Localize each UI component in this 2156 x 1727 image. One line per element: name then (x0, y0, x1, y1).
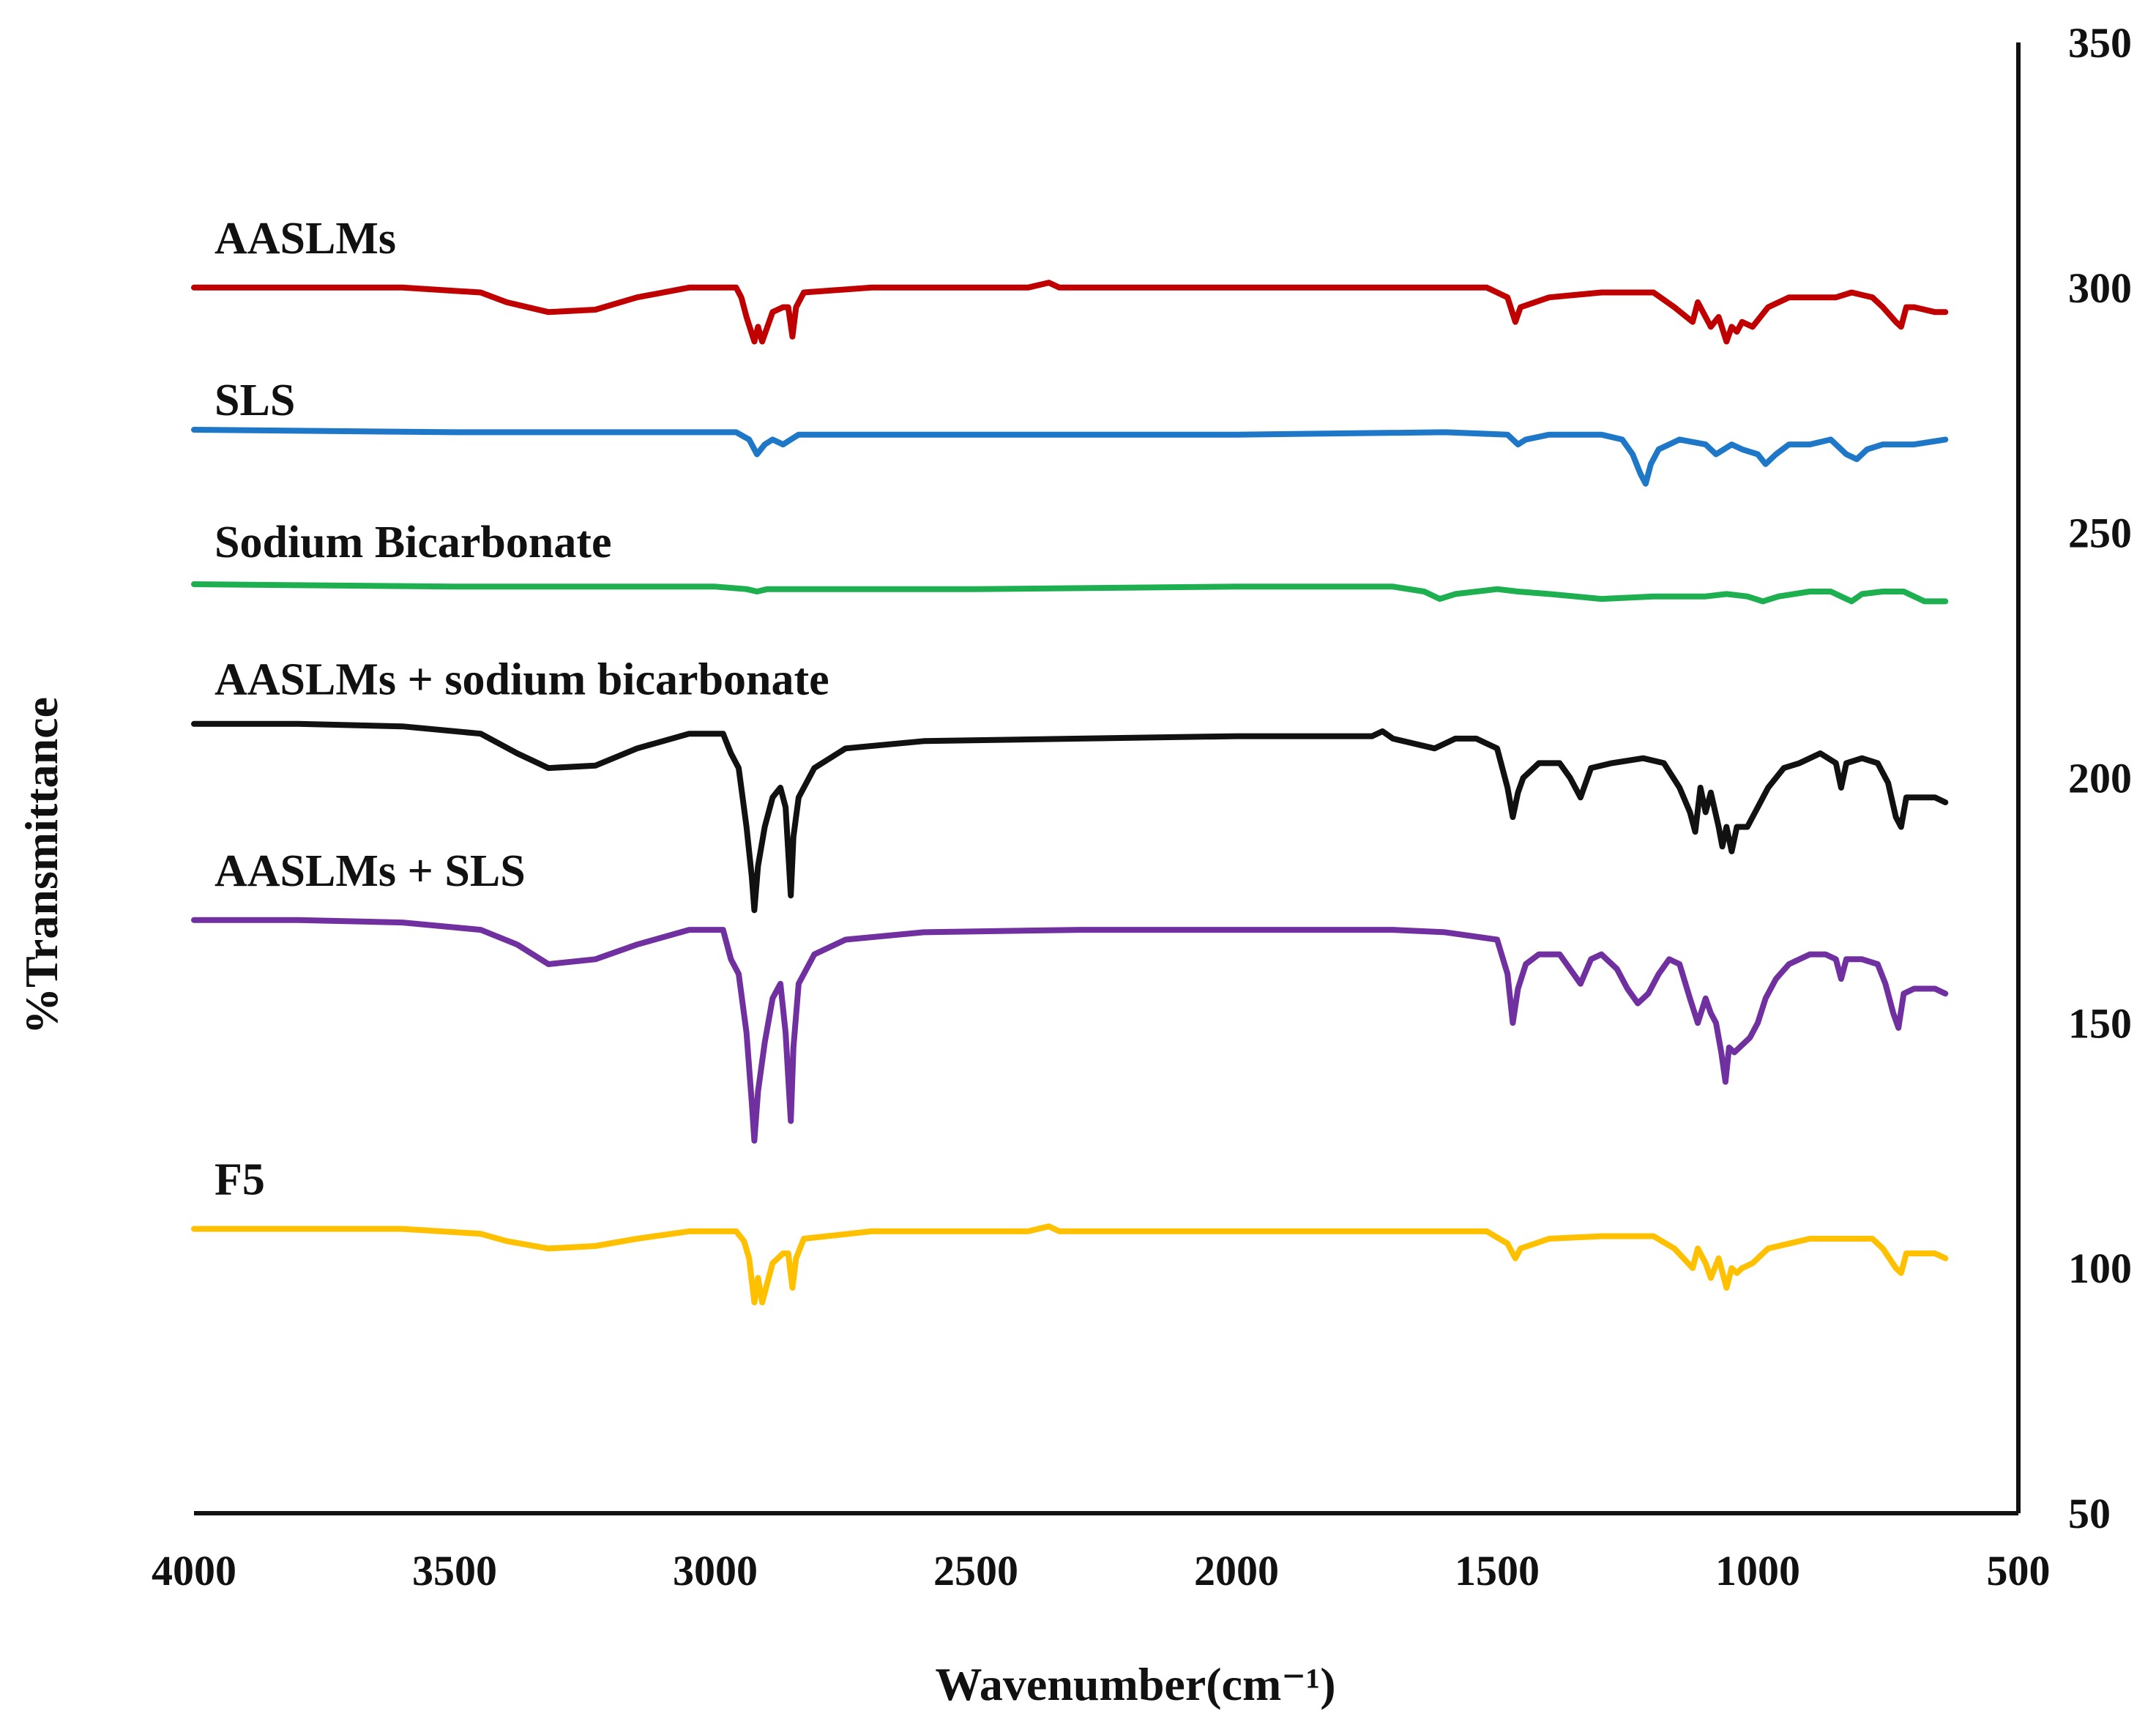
y-axis-title: %Transmittance (15, 697, 67, 1034)
x-tick-label: 500 (1987, 1547, 2051, 1594)
x-tick-label: 2500 (933, 1547, 1018, 1594)
series-layer (191, 280, 1949, 1305)
x-axis-title: Wavenumber(cm⁻¹) (935, 1658, 1335, 1710)
series-line-f5 (191, 1223, 1949, 1305)
x-tick-label: 2000 (1194, 1547, 1279, 1594)
x-tick-label: 1000 (1715, 1547, 1800, 1594)
y-tick-label: 300 (2068, 264, 2132, 312)
series-line-aaslms-sodium-bicarbonate (191, 720, 1949, 914)
series-line-aaslms (191, 280, 1949, 345)
series-label-sodium-bicarbonate: Sodium Bicarbonate (215, 518, 612, 567)
x-tick-label: 3000 (673, 1547, 758, 1594)
series-label-aaslms-sls: AASLMs + SLS (215, 846, 526, 896)
y-tick-label: 50 (2068, 1490, 2111, 1537)
y-tick-label: 100 (2068, 1245, 2132, 1292)
y-tick-label: 150 (2068, 999, 2132, 1047)
series-label-sls: SLS (215, 376, 295, 425)
series-line-sls (191, 427, 1949, 487)
x-tick-label: 1500 (1455, 1547, 1540, 1594)
y-tick-label: 350 (2068, 19, 2132, 67)
x-tick-label: 4000 (152, 1547, 236, 1594)
series-label-f5: F5 (215, 1155, 265, 1205)
y-axis-ticks: 350 300 250 200 150 100 50 (2068, 19, 2132, 1537)
series-labels: AASLMs SLS Sodium Bicarbonate AASLMs + sodi… (215, 214, 829, 1205)
series-line-aaslms-sls (191, 917, 1949, 1144)
y-tick-label: 250 (2068, 510, 2132, 557)
series-line-sodium-bicarbonate (191, 581, 1949, 605)
series-label-aaslms-sodium-bicarbonate: AASLMs + sodium bicarbonate (215, 655, 829, 705)
series-label-aaslms: AASLMs (215, 214, 396, 264)
x-tick-label: 3500 (412, 1547, 497, 1594)
x-axis-ticks: 4000 3500 3000 2500 2000 1500 1000 500 (152, 1547, 2051, 1594)
y-tick-label: 200 (2068, 755, 2132, 802)
